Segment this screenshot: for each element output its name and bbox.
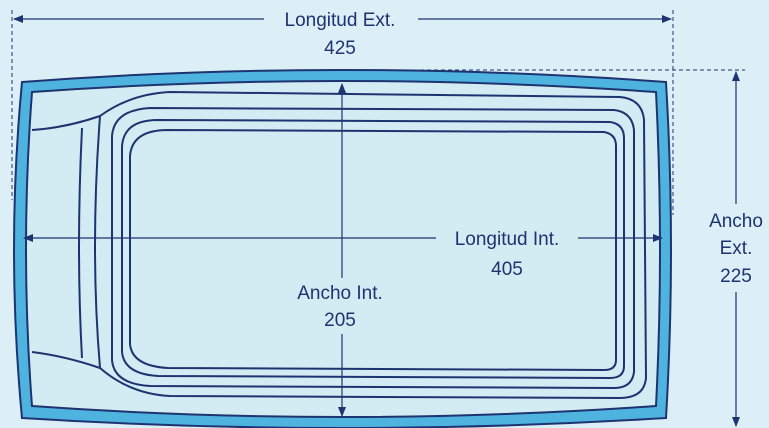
pool-step-3 — [121, 118, 625, 380]
ancho-int-value: 205 — [324, 310, 356, 331]
longitud-ext-value: 425 — [324, 38, 356, 59]
ancho-int-label-bg — [282, 278, 402, 334]
ancho-ext-label-bg — [699, 204, 769, 292]
pool-bench-divider — [78, 127, 83, 359]
pool-step-inner — [129, 128, 617, 372]
longitud-int-label-bg — [436, 226, 578, 250]
pool-step-outer — [99, 90, 648, 400]
ancho-ext-value: 225 — [720, 266, 752, 287]
longitud-int-label: Longitud Int. — [455, 229, 560, 250]
ancho-ext-label-line2: Ext. — [720, 238, 753, 259]
longitud-ext-label: Longitud Ext. — [285, 10, 396, 31]
longitud-int-value: 405 — [491, 259, 523, 280]
ancho-int-label: Ancho Int. — [297, 283, 383, 304]
ancho-ext-label-line1: Ancho — [709, 211, 763, 232]
pool-step-2 — [111, 106, 635, 390]
longitud-ext-label-bg — [264, 4, 418, 32]
pool-bench-line — [31, 114, 102, 370]
